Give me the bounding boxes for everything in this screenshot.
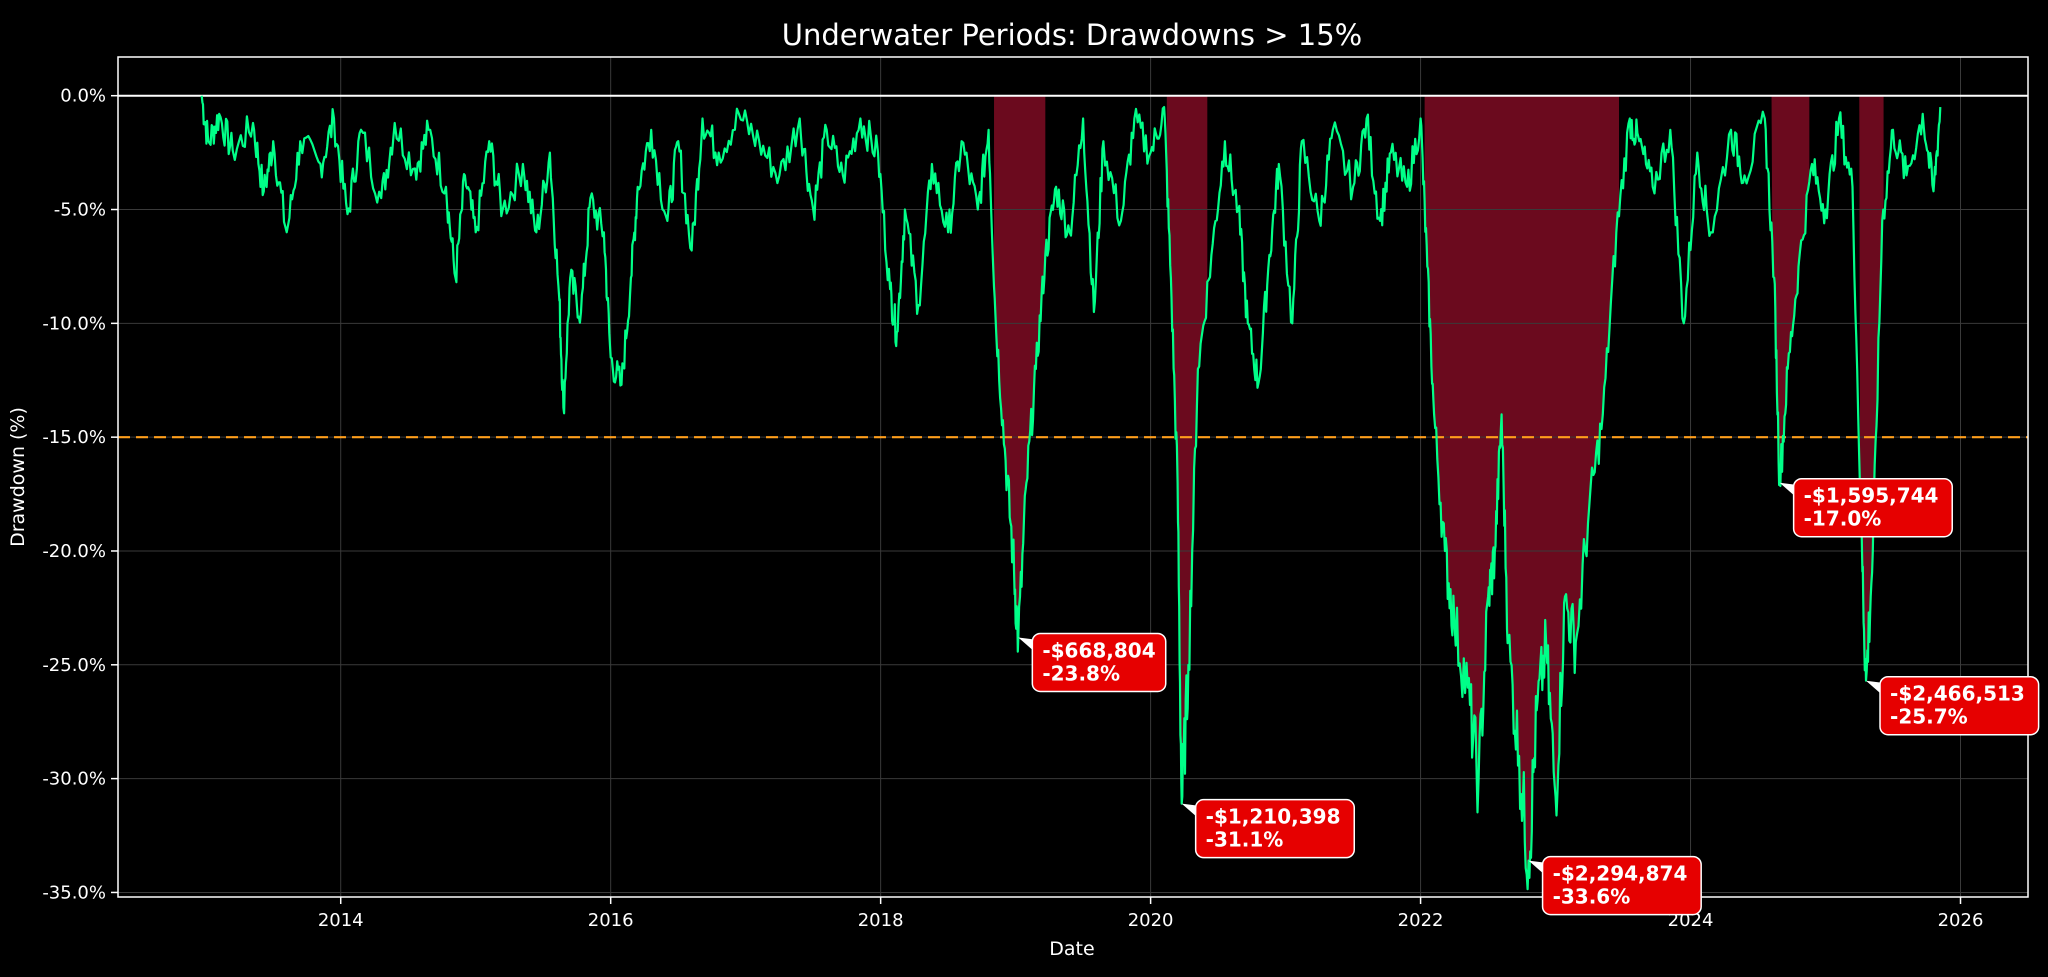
annotation-1: -$668,804-23.8% bbox=[1018, 632, 1167, 693]
y-tick-label: 0.0% bbox=[60, 86, 106, 107]
y-tick-label: -25.0% bbox=[42, 655, 106, 676]
y-tick-label: -10.0% bbox=[42, 313, 106, 334]
x-axis-label: Date bbox=[1049, 938, 1094, 960]
annotations: -$668,804-23.8% -$1,210,398-31.1% -$2,294,… bbox=[1018, 477, 2040, 916]
annotation-amount: -$1,210,398 bbox=[1206, 805, 1341, 829]
y-tick-label: -20.0% bbox=[42, 541, 106, 562]
chart-title: Underwater Periods: Drawdowns > 15% bbox=[782, 18, 1362, 52]
y-tick-label: -30.0% bbox=[42, 769, 106, 790]
annotation-box bbox=[1541, 855, 1702, 916]
annotation-percent: -31.1% bbox=[1206, 828, 1284, 852]
plot-frame bbox=[117, 56, 2029, 898]
x-tick-label: 2020 bbox=[1128, 910, 1174, 931]
annotation-box bbox=[1194, 798, 1356, 859]
y-tick-label: -35.0% bbox=[42, 882, 106, 903]
x-tick-label: 2016 bbox=[588, 910, 634, 931]
annotation-box bbox=[1879, 675, 2040, 736]
x-tick-label: 2026 bbox=[1938, 910, 1984, 931]
annotation-amount: -$2,466,513 bbox=[1890, 682, 2025, 706]
x-tick-label: 2018 bbox=[858, 910, 904, 931]
annotation-percent: -17.0% bbox=[1804, 507, 1882, 531]
annotation-amount: -$668,804 bbox=[1042, 638, 1155, 662]
underwater-fill-4 bbox=[1771, 95, 1810, 486]
x-axis: 2014 2016 2018 2020 2022 2024 2026 bbox=[318, 897, 1984, 931]
annotation-pointer bbox=[1528, 860, 1545, 875]
annotation-amount: -$1,595,744 bbox=[1804, 484, 1939, 508]
annotation-percent: -25.7% bbox=[1890, 705, 1968, 729]
drawdown-series-line bbox=[200, 95, 1942, 891]
underwater-fill-3 bbox=[1424, 95, 1620, 890]
annotation-4: -$1,595,744-17.0% bbox=[1779, 477, 1953, 538]
annotation-pointer bbox=[1181, 803, 1198, 818]
annotation-2: -$1,210,398-31.1% bbox=[1181, 798, 1356, 859]
annotation-amount: -$2,294,874 bbox=[1553, 862, 1688, 886]
y-tick-label: -15.0% bbox=[42, 427, 106, 448]
x-tick-label: 2014 bbox=[318, 910, 364, 931]
annotation-pointer bbox=[1866, 680, 1883, 695]
y-tick-label: -5.0% bbox=[54, 200, 106, 221]
x-tick-label: 2022 bbox=[1398, 910, 1444, 931]
annotation-3: -$2,294,874-33.6% bbox=[1528, 855, 1702, 916]
annotation-percent: -33.6% bbox=[1553, 885, 1631, 909]
annotation-pointer bbox=[1018, 637, 1035, 652]
y-axis-label: Drawdown (%) bbox=[7, 407, 29, 547]
annotation-box bbox=[1031, 632, 1167, 693]
y-axis: 0.0% -5.0% -10.0% -15.0% -20.0% -25.0% -30.0% -… bbox=[42, 86, 118, 903]
annotation-pointer bbox=[1779, 482, 1796, 497]
underwater-fill-2 bbox=[1166, 95, 1208, 804]
underwater-fill-1 bbox=[994, 95, 1046, 652]
annotation-5: -$2,466,513-25.7% bbox=[1866, 675, 2040, 736]
annotation-box bbox=[1792, 477, 1953, 538]
annotation-percent: -23.8% bbox=[1042, 661, 1120, 685]
plot-area bbox=[118, 57, 2028, 897]
